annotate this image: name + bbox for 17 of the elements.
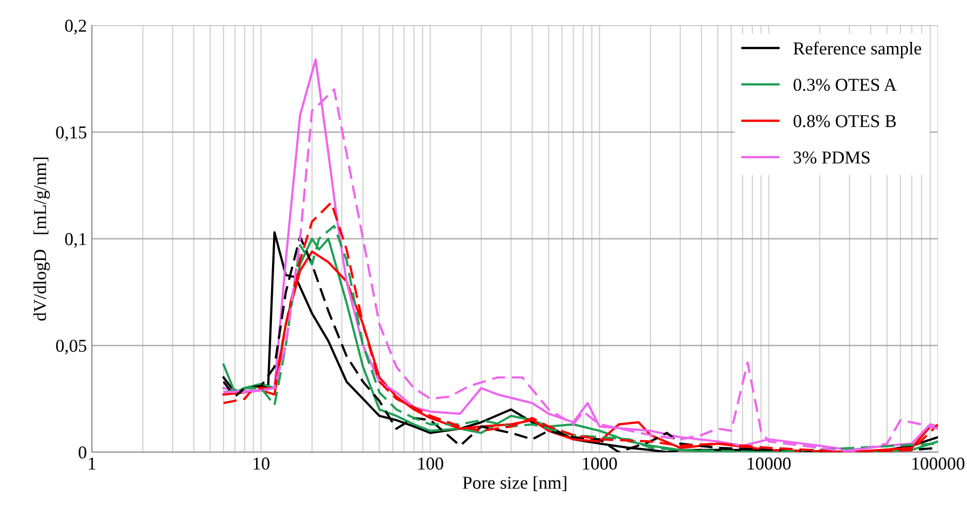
x-tick-label: 100 [418, 458, 444, 470]
y-tick-label: 0,1 [65, 233, 86, 248]
legend-label: Reference sample [793, 42, 922, 58]
legend-label: 0.8% OTES B [794, 115, 896, 128]
y-tick-label: 0,05 [56, 340, 86, 354]
x-tick-label: 100000 [912, 458, 964, 470]
x-tick-label: 10000 [748, 458, 791, 470]
y-tick-label: 0,15 [56, 126, 86, 142]
legend-label: 3% PDMS [794, 151, 870, 164]
legend-label: 0.3% OTES A [794, 78, 897, 91]
x-tick-label: 1 [88, 458, 96, 470]
y-tick-label: 0,2 [65, 20, 86, 34]
x-tick-label: 1000 [583, 458, 617, 470]
x-axis-title: Pore size [nm] [462, 476, 566, 492]
x-tick-label: 10 [254, 458, 270, 470]
y-tick-label: 0 [78, 446, 86, 459]
y-axis-title: dV/dlogD [mL/g/nm] [33, 158, 50, 321]
